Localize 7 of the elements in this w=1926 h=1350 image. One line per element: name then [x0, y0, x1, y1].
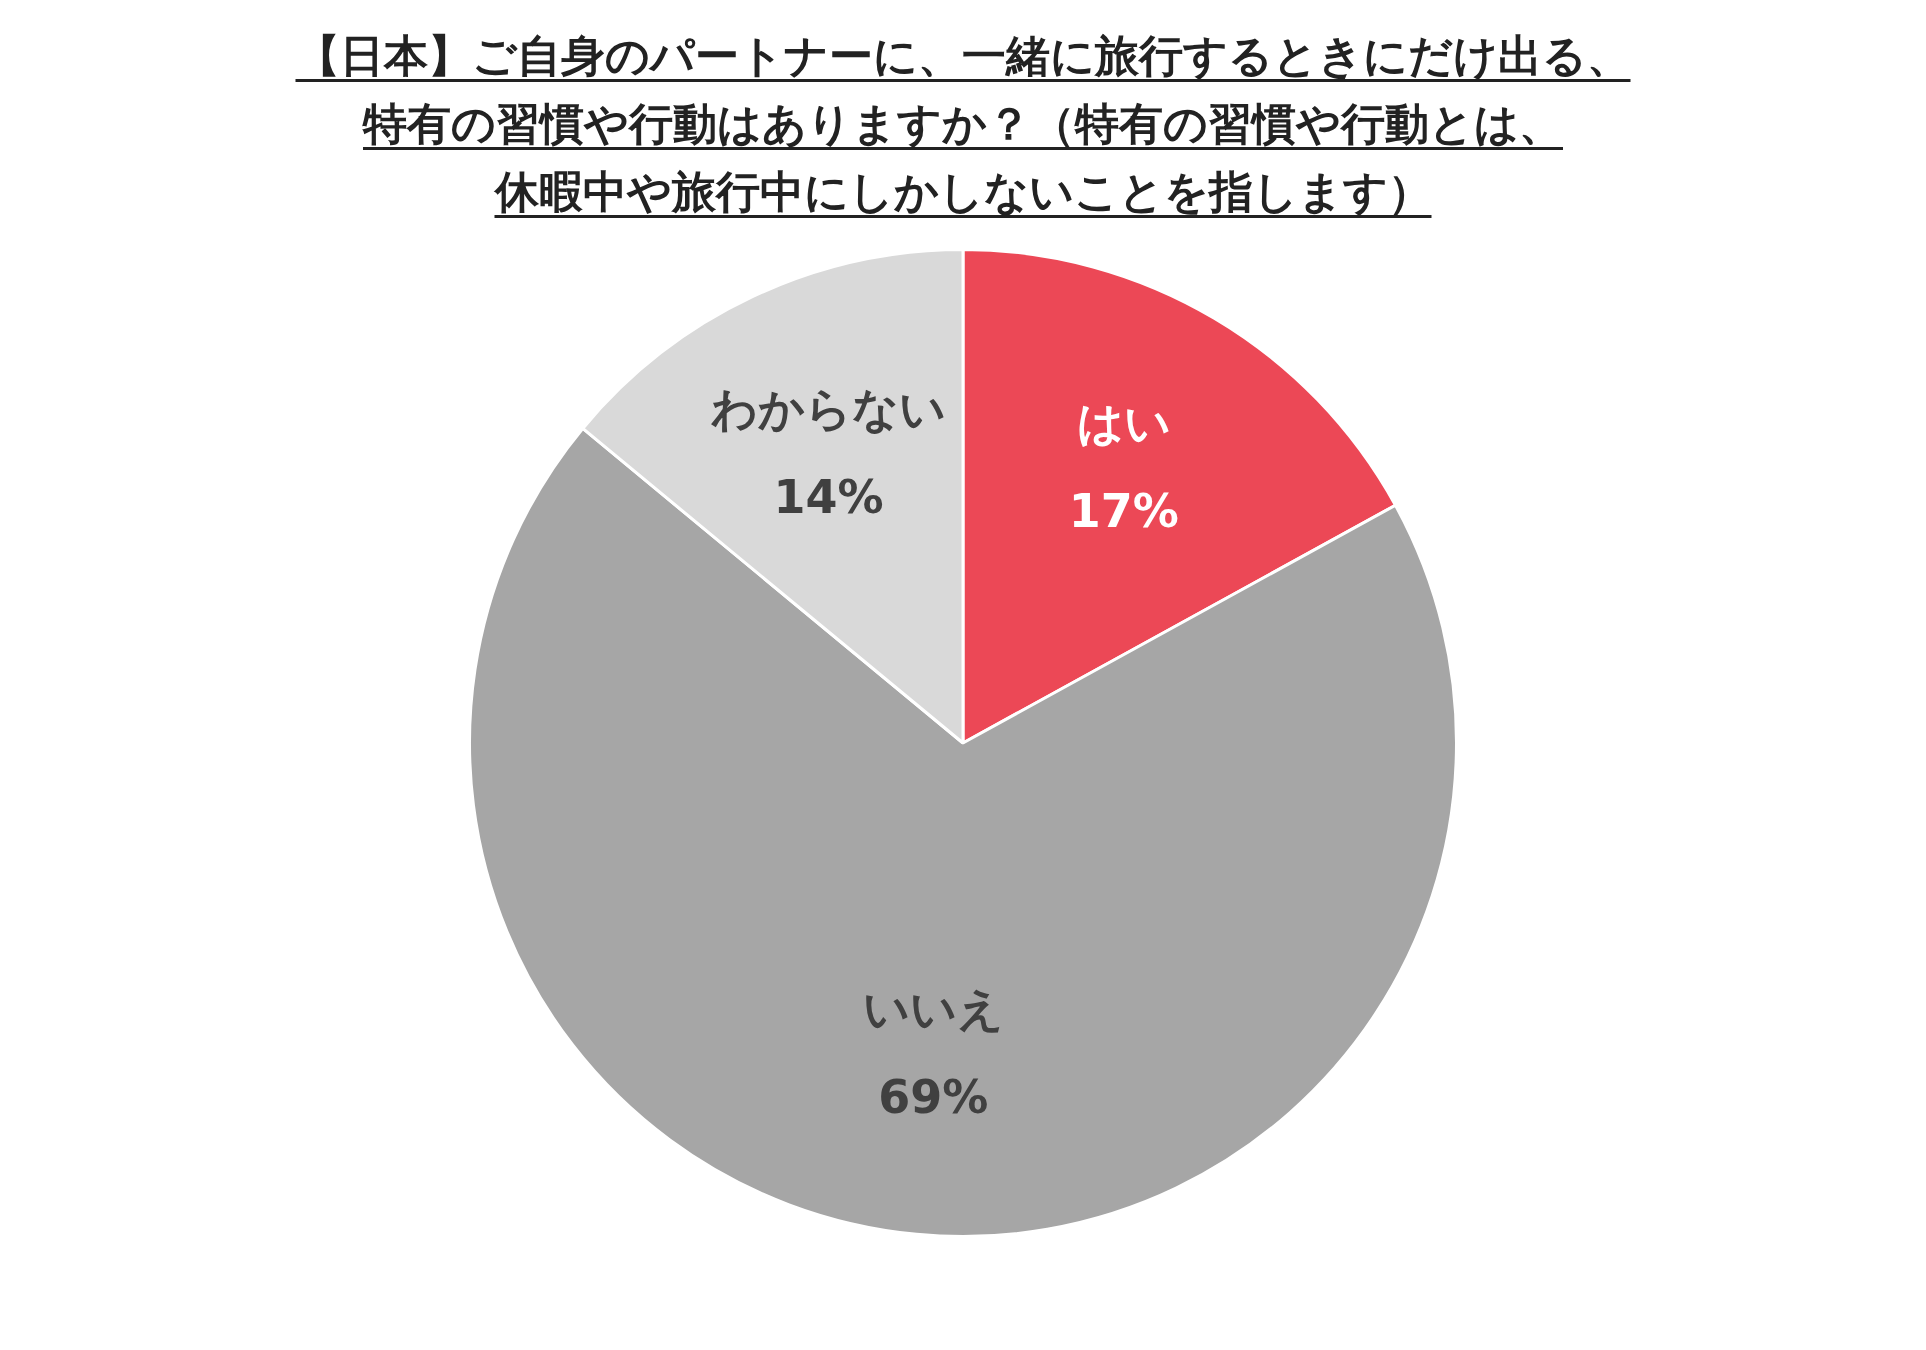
- data-label: 69%: [878, 1070, 989, 1125]
- slice-label: わからない: [711, 382, 947, 437]
- chart-title: 【日本】ご自身のパートナーに、一緒に旅行するときにだけ出る、特有の習慣や行動はありますか？（特有の習慣や行動とは、休暇中や旅行中にしかしないことを指します）: [295, 30, 1631, 217]
- data-label: 14%: [773, 470, 884, 525]
- slice-label: いいえ: [862, 982, 1004, 1037]
- slice-label: はい: [1076, 396, 1171, 451]
- data-label: 17%: [1068, 484, 1179, 539]
